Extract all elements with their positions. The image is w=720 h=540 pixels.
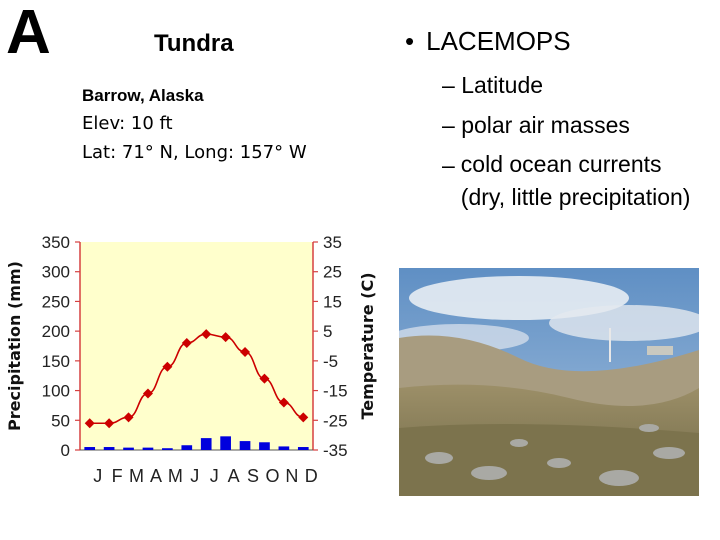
- left-tick-label: 50: [51, 411, 70, 430]
- precip-bar: [181, 445, 193, 450]
- temperature-point: [162, 361, 173, 372]
- right-tick-label: -35: [323, 441, 348, 460]
- month-label: A: [150, 466, 162, 486]
- sub-text: cold ocean currents (dry, little precipi…: [460, 151, 691, 211]
- sub-dash: –: [442, 112, 455, 138]
- month-label: A: [228, 466, 240, 486]
- temperature-point: [123, 412, 134, 423]
- left-tick-label: 250: [42, 292, 70, 311]
- precip-bar: [297, 447, 309, 450]
- tundra-photo: [399, 268, 699, 496]
- left-tick-label: 100: [42, 382, 70, 401]
- left-axis-title: Precipitation (mm): [5, 261, 24, 431]
- temperature-point: [84, 418, 95, 429]
- left-tick-label: 0: [61, 441, 70, 460]
- temperature-point: [298, 412, 309, 423]
- precip-bar: [259, 442, 270, 450]
- precip-bar: [123, 447, 134, 450]
- left-tick-label: 350: [42, 233, 70, 252]
- right-tick-label: 5: [323, 322, 332, 341]
- temperature-point: [240, 346, 251, 357]
- bullet-text: LACEMOPS: [426, 26, 571, 56]
- plot-background: [80, 242, 313, 450]
- precip-bar: [103, 447, 115, 450]
- precip-bar: [278, 446, 290, 450]
- precip-bar: [84, 447, 96, 450]
- month-label: D: [305, 466, 318, 486]
- left-tick-label: 300: [42, 263, 70, 282]
- month-label: M: [129, 466, 144, 486]
- precip-bar: [220, 436, 231, 450]
- sub-item-ocean-currents: – cold ocean currents (dry, little preci…: [442, 148, 692, 215]
- right-tick-label: 25: [323, 263, 342, 282]
- temperature-point: [278, 397, 289, 408]
- sub-dash: –: [442, 72, 455, 98]
- temperature-point: [259, 373, 270, 384]
- month-label: J: [210, 466, 219, 486]
- left-tick-label: 200: [42, 322, 70, 341]
- right-axis-title: Temperature (C): [358, 272, 377, 419]
- temperature-point: [104, 418, 115, 429]
- sub-text: Latitude: [461, 72, 544, 98]
- month-label: S: [247, 466, 259, 486]
- station-name: Barrow, Alaska: [82, 86, 204, 105]
- right-tick-label: 15: [323, 292, 342, 311]
- month-label: O: [265, 466, 279, 486]
- month-label: F: [112, 466, 123, 486]
- temperature-point: [142, 388, 153, 399]
- sub-item-air-masses: – polar air masses: [442, 108, 692, 143]
- precip-bar: [200, 438, 212, 450]
- slide-letter: A: [6, 0, 51, 67]
- right-tick-label: -25: [323, 411, 348, 430]
- temperature-point: [181, 338, 192, 349]
- precip-bar: [142, 447, 154, 450]
- sub-item-latitude: – Latitude: [442, 68, 692, 103]
- bullet-item: • LACEMOPS: [405, 26, 571, 57]
- right-tick-label: -5: [323, 352, 338, 371]
- right-tick-label: 35: [323, 233, 342, 252]
- month-label: M: [168, 466, 183, 486]
- bullet-list: • LACEMOPS: [405, 26, 571, 57]
- right-tick-label: -15: [323, 382, 348, 401]
- bullet-dot: •: [405, 26, 415, 56]
- temperature-point: [201, 329, 212, 340]
- month-label: N: [285, 466, 298, 486]
- precip-bar: [162, 448, 173, 450]
- precip-bar: [239, 441, 251, 450]
- location-text: Lat: 71° N, Long: 157° W: [82, 142, 307, 163]
- sub-dash: –: [442, 152, 455, 178]
- month-label: J: [93, 466, 102, 486]
- temperature-point: [220, 332, 231, 343]
- sub-text: polar air masses: [461, 112, 630, 138]
- chart-title: Tundra: [154, 30, 234, 57]
- month-label: J: [190, 466, 199, 486]
- climate-chart: 350 300 250 200 150 100 50 0 35 25 15 5 -5 -15 -25 -35 J…: [5, 233, 377, 486]
- left-tick-label: 150: [42, 352, 70, 371]
- elevation-text: Elev: 10 ft: [82, 113, 173, 134]
